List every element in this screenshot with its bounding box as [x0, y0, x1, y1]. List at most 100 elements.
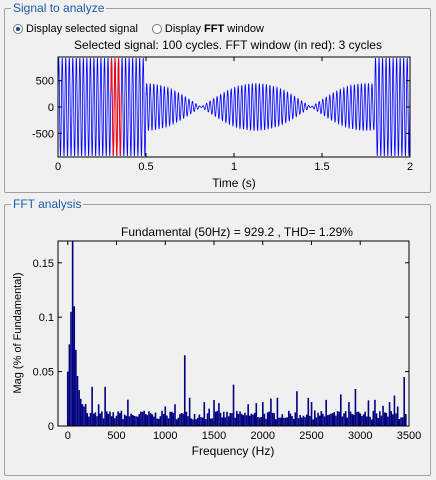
fft-bar [292, 418, 295, 426]
fft-bar [99, 413, 102, 426]
fft-bar [125, 415, 128, 426]
fft-bar [196, 417, 199, 426]
fft-bar [216, 410, 219, 426]
display-fft-window-radio[interactable]: Display FFT window [151, 23, 264, 35]
fft-bar [294, 412, 297, 426]
fft-bar [148, 411, 150, 426]
signal-y-tick-label: -500 [32, 128, 54, 140]
fft-bar [276, 397, 279, 426]
fft-bar [299, 415, 301, 426]
fft-bar [330, 413, 332, 426]
fft-bar [261, 402, 264, 426]
signal-x-tick-label: 1.5 [314, 161, 329, 173]
fft-bar [118, 413, 121, 426]
fft-bar [253, 412, 256, 426]
fft-bar [304, 417, 306, 426]
fft-y-tick-label: 0.1 [39, 312, 54, 324]
fft-bar [268, 411, 271, 426]
fft-x-tick-label: 500 [107, 430, 125, 442]
fft-bar [383, 412, 386, 426]
fft-bar [75, 349, 77, 426]
fft-bar [388, 402, 391, 426]
fft-bar [115, 415, 118, 426]
fft-bar [258, 417, 261, 426]
fft-bar [387, 416, 389, 426]
fft-bar [234, 417, 236, 426]
signal-x-ticks: 0 0.5 1 1.5 2 [55, 57, 413, 173]
fft-bar [81, 404, 84, 426]
fft-x-tick-label: 1500 [202, 430, 226, 442]
fft-bar [218, 403, 220, 426]
fft-bar [130, 413, 132, 426]
fft-bar [400, 417, 402, 426]
fft-bar [315, 417, 318, 426]
signal-waveform [57, 58, 411, 156]
fft-bar [390, 411, 392, 426]
fft-bar [188, 397, 191, 426]
fft-bar [305, 414, 308, 426]
fft-bar [271, 412, 274, 426]
fft-bar [179, 414, 181, 426]
fft-bar [164, 406, 167, 426]
fft-bar [361, 416, 363, 426]
fft-bar [192, 419, 194, 426]
fft-bar [297, 418, 300, 426]
fft-bar [140, 411, 142, 426]
fft-bar [127, 399, 129, 426]
fft-bar [327, 415, 329, 426]
fft-bar [206, 413, 209, 426]
fft-bar [89, 412, 92, 426]
fft-bar [274, 419, 277, 426]
fft-bar [92, 413, 95, 426]
fft-bar [96, 416, 98, 426]
fft-bar [245, 415, 248, 426]
fft-bar [385, 412, 388, 426]
signal-panel: Signal to analyze Display selected signa… [4, 1, 431, 193]
fft-bar [318, 415, 321, 426]
fft-bar [71, 241, 74, 426]
fft-bar [109, 411, 111, 426]
fft-x-tick-label: 2000 [251, 430, 275, 442]
fft-bar [205, 419, 207, 426]
fft-bar [157, 418, 160, 426]
fft-bar [114, 418, 116, 426]
fft-bar [161, 410, 163, 426]
fft-bar [162, 413, 165, 426]
fft-bar [359, 413, 362, 426]
fft-y-tick-label: 0.15 [33, 258, 54, 270]
radio-selected-icon [13, 24, 23, 34]
fft-bar [185, 411, 188, 426]
fft-bar [265, 418, 267, 426]
fft-bar [375, 413, 378, 426]
fft-spectrum-bars [66, 241, 407, 426]
fft-bar [344, 411, 347, 426]
fft-bar [200, 417, 202, 426]
display-selected-signal-radio[interactable]: Display selected signal [13, 23, 138, 35]
fft-plot-frame [57, 240, 410, 427]
fft-bar [283, 417, 285, 426]
fft-bar [203, 402, 206, 426]
fft-bar [302, 415, 305, 426]
fft-bar [226, 411, 228, 426]
fft-bar [237, 413, 240, 426]
fft-bar [102, 418, 105, 426]
fft-bar [86, 413, 89, 426]
fft-bar [136, 416, 139, 426]
fft-bar [73, 306, 76, 426]
fft-bar [348, 402, 350, 426]
fft-bar [322, 413, 324, 426]
fft-bar [314, 410, 316, 426]
fft-bar [338, 411, 340, 426]
fft-bar [312, 419, 314, 426]
fft-bar [281, 414, 284, 426]
fft-bar [353, 414, 355, 426]
fft-bar [174, 404, 176, 426]
signal-y-tick-label: 500 [36, 76, 54, 88]
fft-bar [351, 413, 353, 426]
fft-bar [135, 416, 137, 426]
fft-bar [405, 414, 407, 426]
fft-bar [336, 411, 339, 426]
fft-bar [250, 413, 253, 426]
fft-bar [208, 408, 210, 426]
fft-bar [296, 391, 298, 426]
